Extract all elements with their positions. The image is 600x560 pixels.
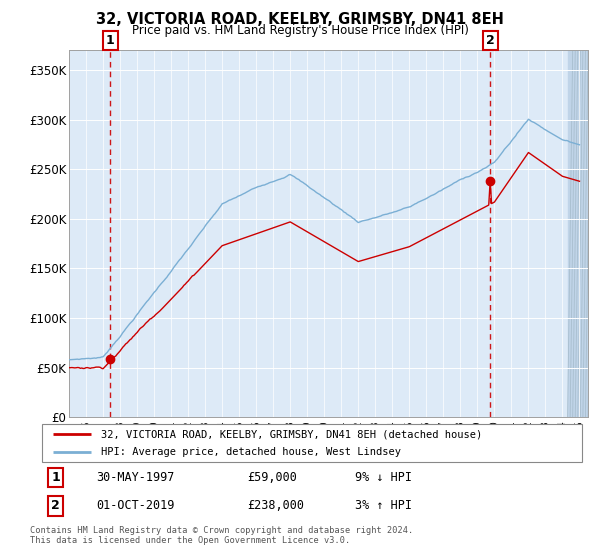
Text: Contains HM Land Registry data © Crown copyright and database right 2024.: Contains HM Land Registry data © Crown c… [30,526,413,535]
Text: 3% ↑ HPI: 3% ↑ HPI [355,500,412,512]
Text: 32, VICTORIA ROAD, KEELBY, GRIMSBY, DN41 8EH (detached house): 32, VICTORIA ROAD, KEELBY, GRIMSBY, DN41… [101,429,482,439]
Text: 1: 1 [106,34,115,46]
Text: 2: 2 [51,500,60,512]
Text: 9% ↓ HPI: 9% ↓ HPI [355,471,412,484]
Text: 01-OCT-2019: 01-OCT-2019 [96,500,175,512]
Text: 32, VICTORIA ROAD, KEELBY, GRIMSBY, DN41 8EH: 32, VICTORIA ROAD, KEELBY, GRIMSBY, DN41… [96,12,504,27]
Text: 2: 2 [486,34,494,46]
Text: 1: 1 [51,471,60,484]
Text: Price paid vs. HM Land Registry's House Price Index (HPI): Price paid vs. HM Land Registry's House … [131,24,469,37]
Text: £59,000: £59,000 [247,471,297,484]
Text: 30-MAY-1997: 30-MAY-1997 [96,471,175,484]
Text: £238,000: £238,000 [247,500,304,512]
Text: HPI: Average price, detached house, West Lindsey: HPI: Average price, detached house, West… [101,447,401,457]
Text: This data is licensed under the Open Government Licence v3.0.: This data is licensed under the Open Gov… [30,536,350,545]
Bar [568,50,588,417]
FancyBboxPatch shape [42,424,582,462]
